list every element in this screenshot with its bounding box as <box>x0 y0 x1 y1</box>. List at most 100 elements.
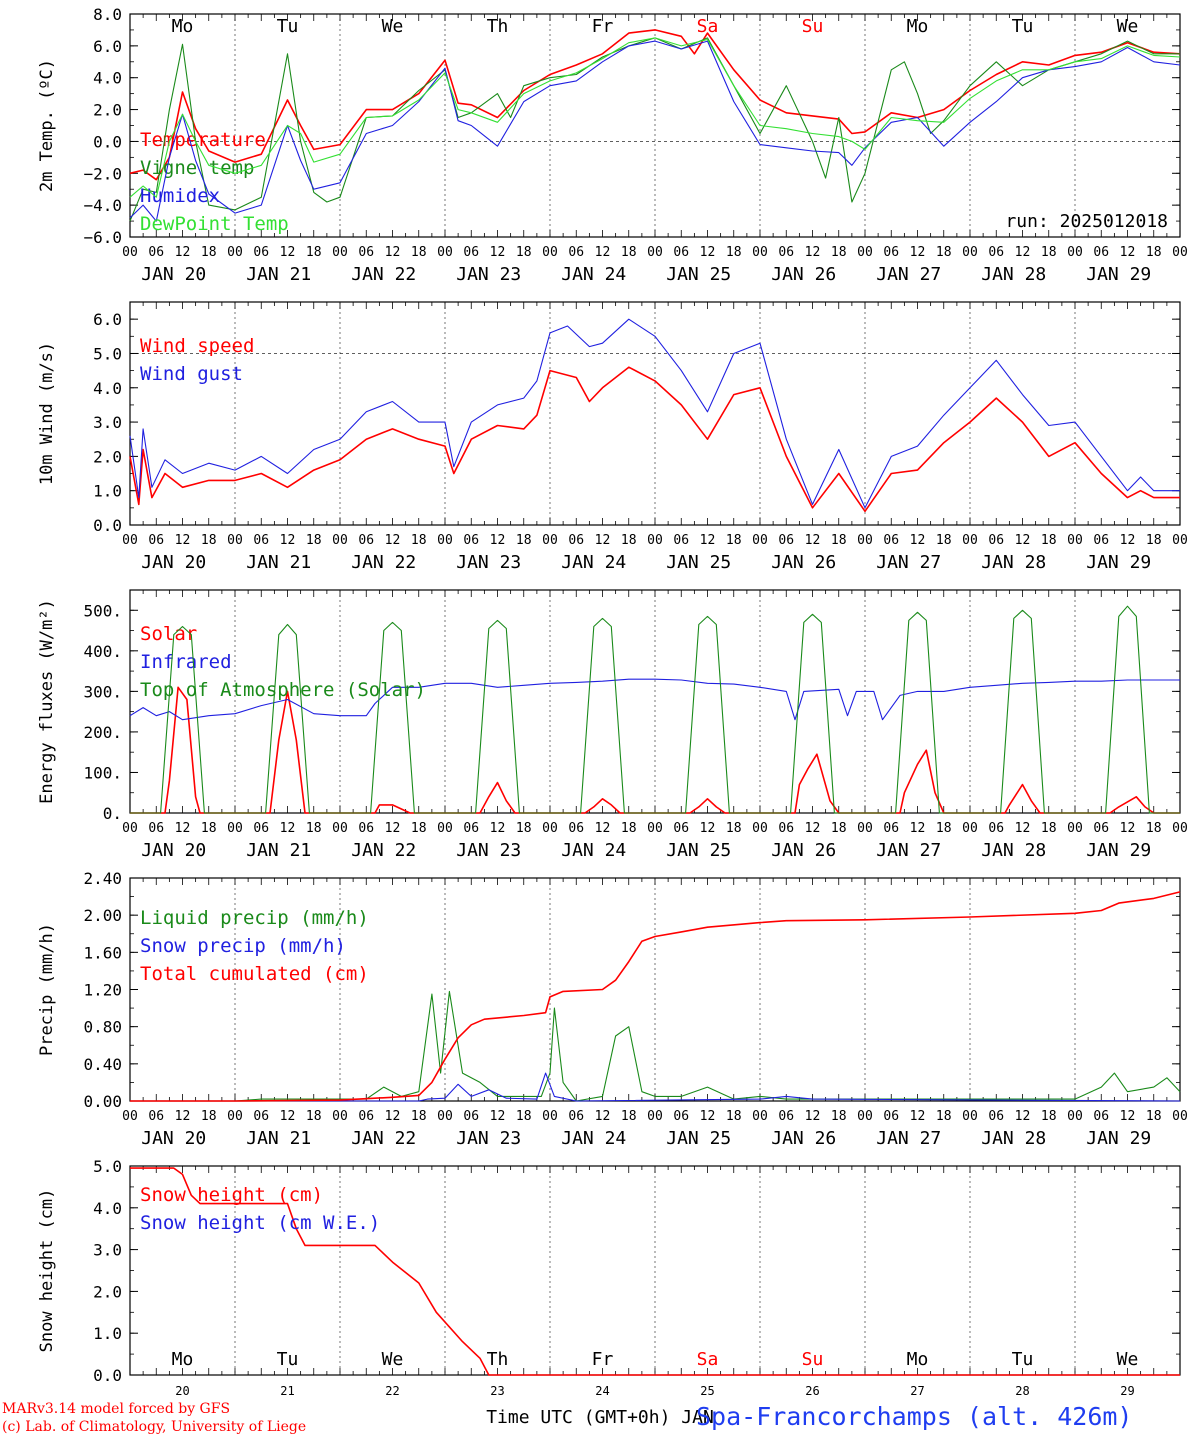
hour-tick-label: 06 <box>463 1109 479 1124</box>
weekday-label: Sa <box>697 16 719 37</box>
hour-tick-label: 12 <box>1120 533 1136 548</box>
date-label: JAN 26 <box>771 264 836 285</box>
hour-tick-label: 18 <box>726 245 742 260</box>
legend-entry: Temperature <box>140 129 266 151</box>
hour-tick-label: 12 <box>700 533 716 548</box>
hour-tick-label: 12 <box>280 533 296 548</box>
hour-tick-label: 12 <box>1015 1109 1031 1124</box>
credit-model: MARv3.14 model forced by GFS <box>2 1401 231 1417</box>
y-tick-label: 0.0 <box>93 132 122 151</box>
hour-tick-label: 06 <box>988 533 1004 548</box>
hour-tick-label: 06 <box>358 1109 374 1124</box>
hour-tick-label: 18 <box>1146 821 1162 836</box>
panel-snow: 5.0 4.0 3.0 2.0 1.0 0.0 Snow height (cm) Mo Tu We… <box>37 1157 1181 1428</box>
hour-tick-label: 18 <box>621 1109 637 1124</box>
weekday-label: Tu <box>1012 1349 1034 1370</box>
y-tick-label: −4.0 <box>83 196 122 215</box>
hour-tick-label: 06 <box>673 533 689 548</box>
date-label: JAN 27 <box>876 264 941 285</box>
y-tick-label: 3.0 <box>93 1241 122 1260</box>
day-tick-label: 24 <box>595 1384 609 1398</box>
hour-tick-label: 06 <box>568 533 584 548</box>
weekday-label: We <box>1117 1349 1139 1370</box>
hour-tick-label: 06 <box>253 245 269 260</box>
date-label: JAN 28 <box>981 840 1046 861</box>
hour-tick-label: 12 <box>175 245 191 260</box>
hour-tick-label: 00 <box>437 821 453 836</box>
y-tick-label: 2.00 <box>83 906 122 925</box>
date-label: JAN 22 <box>351 264 416 285</box>
hour-tick-label: 06 <box>148 821 164 836</box>
date-label: JAN 27 <box>876 1128 941 1149</box>
legend-entry: Snow height (cm W.E.) <box>140 1212 380 1234</box>
weekday-label: Sa <box>697 1349 719 1370</box>
y-tick-label: 2.0 <box>93 101 122 120</box>
hour-tick-label: 00 <box>227 821 243 836</box>
hour-tick-label: 18 <box>411 245 427 260</box>
y-tick-label: 5.0 <box>93 1157 122 1176</box>
hour-tick-label: 12 <box>280 821 296 836</box>
hour-tick-label: 00 <box>752 1109 768 1124</box>
hour-tick-label: 06 <box>568 821 584 836</box>
weekday-label: We <box>382 1349 404 1370</box>
date-label: JAN 21 <box>246 552 311 573</box>
hour-tick-label: 00 <box>122 1109 138 1124</box>
legend-entry: Liquid precip (mm/h) <box>140 907 369 929</box>
hour-tick-label: 00 <box>962 821 978 836</box>
hour-tick-label: 00 <box>1172 533 1188 548</box>
weekday-label: Mo <box>172 16 194 37</box>
y-axis-label: 2m Temp. (ºC) <box>37 59 57 192</box>
hour-tick-label: 06 <box>673 245 689 260</box>
y-tick-label: 4.0 <box>93 1199 122 1218</box>
hour-tick-label: 06 <box>148 533 164 548</box>
date-label: JAN 28 <box>981 264 1046 285</box>
hour-tick-label: 12 <box>1120 245 1136 260</box>
hour-tick-label: 00 <box>647 1109 663 1124</box>
hour-tick-label: 00 <box>1172 821 1188 836</box>
hour-tick-label: 18 <box>411 1109 427 1124</box>
hour-tick-label: 18 <box>831 245 847 260</box>
series-line-blue <box>130 1072 1181 1102</box>
hour-tick-label: 06 <box>673 821 689 836</box>
hour-tick-label: 06 <box>883 533 899 548</box>
y-tick-label: 0. <box>103 804 122 823</box>
hour-tick-label: 06 <box>988 821 1004 836</box>
hour-tick-label: 12 <box>1015 245 1031 260</box>
y-tick-label: 100. <box>83 763 122 782</box>
hour-tick-label: 06 <box>1093 245 1109 260</box>
hour-tick-label: 00 <box>1172 1109 1188 1124</box>
hour-tick-label: 06 <box>883 821 899 836</box>
hour-tick-label: 06 <box>148 245 164 260</box>
hour-tick-label: 12 <box>595 821 611 836</box>
date-label: JAN 20 <box>141 1128 206 1149</box>
hour-tick-label: 18 <box>411 533 427 548</box>
weekday-label: Mo <box>172 1349 194 1370</box>
y-tick-label: 0.40 <box>83 1055 122 1074</box>
hour-tick-label: 18 <box>516 245 532 260</box>
date-label: JAN 28 <box>981 1128 1046 1149</box>
hour-tick-label: 18 <box>621 533 637 548</box>
weekday-label: Th <box>487 16 509 37</box>
weekday-label: Mo <box>907 16 929 37</box>
hour-tick-label: 00 <box>752 533 768 548</box>
hour-tick-label: 06 <box>253 821 269 836</box>
hour-tick-label: 12 <box>910 821 926 836</box>
series-line-red <box>130 891 1181 1102</box>
hour-tick-label: 00 <box>857 821 873 836</box>
hour-tick-label: 18 <box>1041 533 1057 548</box>
hour-tick-label: 06 <box>358 821 374 836</box>
hour-tick-label: 12 <box>910 533 926 548</box>
hour-tick-label: 12 <box>700 1109 716 1124</box>
hour-tick-label: 00 <box>962 245 978 260</box>
hour-tick-label: 18 <box>621 821 637 836</box>
hour-tick-label: 12 <box>700 245 716 260</box>
hour-tick-label: 00 <box>332 245 348 260</box>
hour-tick-label: 06 <box>1093 821 1109 836</box>
hour-tick-label: 18 <box>936 245 952 260</box>
y-tick-label: 4.0 <box>93 379 122 398</box>
hour-tick-label: 00 <box>857 533 873 548</box>
hour-tick-label: 00 <box>962 1109 978 1124</box>
hour-tick-label: 12 <box>490 821 506 836</box>
weekday-label: Tu <box>277 1349 299 1370</box>
